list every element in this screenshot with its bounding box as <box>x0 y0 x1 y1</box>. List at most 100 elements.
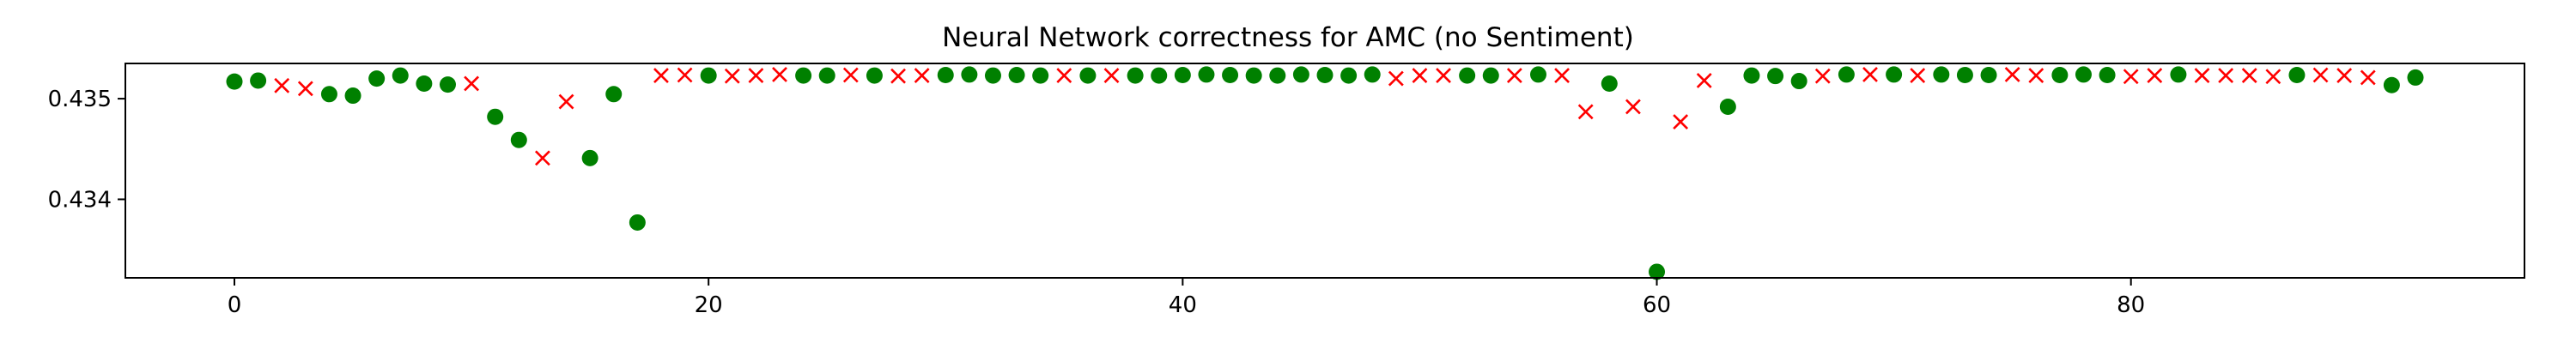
data-point-circle <box>1980 66 1997 83</box>
data-point-x <box>1910 68 1926 84</box>
data-point-circle <box>1364 66 1381 83</box>
axes: 0 20 40 60 80 0.434 0.435 <box>48 87 2146 318</box>
y-tick-label: 0.434 <box>48 187 112 213</box>
data-point-circle <box>1649 263 1666 280</box>
data-point-circle <box>2170 66 2187 83</box>
data-point-circle <box>984 67 1001 84</box>
data-point-circle <box>1933 66 1950 83</box>
data-point-x <box>2241 68 2257 84</box>
data-point-x <box>1412 68 1428 84</box>
data-point-x <box>1103 68 1120 84</box>
data-point-circle <box>392 67 409 84</box>
data-point-x <box>653 68 669 84</box>
data-point-x <box>2218 68 2234 84</box>
x-tick-label: 60 <box>1643 292 1671 318</box>
data-point-circle <box>937 66 954 83</box>
data-point-x <box>1696 73 1712 88</box>
data-point-circle <box>1886 66 1903 83</box>
data-point-x <box>1625 99 1641 115</box>
data-point-circle <box>439 76 456 93</box>
data-point-circle <box>818 67 835 84</box>
data-point-circle <box>487 108 504 125</box>
data-point-circle <box>1008 66 1025 83</box>
data-point-circle <box>2288 66 2306 83</box>
data-point-x <box>2028 68 2044 84</box>
data-point-circle <box>368 70 386 87</box>
data-point-x <box>1862 66 1878 82</box>
data-point-circle <box>795 67 812 84</box>
data-point-circle <box>1529 66 1546 83</box>
data-marks <box>226 66 2424 280</box>
data-point-circle <box>2075 66 2092 83</box>
data-point-circle <box>320 86 337 103</box>
data-point-x <box>1673 114 1689 129</box>
data-point-circle <box>416 75 433 92</box>
data-point-circle <box>1174 66 1191 83</box>
data-point-circle <box>1719 98 1736 115</box>
data-point-circle <box>1079 67 1097 84</box>
data-point-circle <box>1790 73 1807 90</box>
data-point-x <box>1506 68 1522 84</box>
data-point-x <box>1814 68 1831 84</box>
data-point-circle <box>1198 66 1215 83</box>
data-point-circle <box>1292 66 1309 83</box>
data-point-circle <box>1482 67 1499 84</box>
data-point-x <box>2194 68 2210 84</box>
data-point-x <box>2312 67 2329 83</box>
data-point-x <box>464 75 480 92</box>
data-point-circle <box>961 66 978 83</box>
data-point-circle <box>1316 66 1334 83</box>
data-point-x <box>2147 68 2163 84</box>
x-tick-label: 0 <box>228 292 242 318</box>
data-point-circle <box>510 131 527 148</box>
data-point-circle <box>1269 67 1286 84</box>
data-point-x <box>2123 69 2139 85</box>
data-point-x <box>1577 104 1594 120</box>
data-point-x <box>2360 69 2376 86</box>
plot-area-frame <box>125 63 2525 279</box>
data-point-circle <box>1032 67 1049 84</box>
data-point-circle <box>1151 67 1168 84</box>
data-point-circle <box>581 149 598 166</box>
data-point-circle <box>1838 66 1855 83</box>
data-point-circle <box>605 86 623 103</box>
data-point-circle <box>629 214 646 231</box>
data-point-circle <box>250 72 267 89</box>
data-point-x <box>772 66 787 82</box>
data-point-x <box>677 67 693 83</box>
data-point-circle <box>2099 66 2116 83</box>
data-point-circle <box>2051 66 2069 83</box>
data-point-x <box>1436 68 1451 84</box>
data-point-circle <box>226 73 243 90</box>
data-point-circle <box>1601 75 1618 92</box>
data-point-x <box>748 68 764 84</box>
data-point-x <box>297 81 313 97</box>
data-point-circle <box>1245 67 1262 84</box>
data-point-x <box>724 68 740 84</box>
y-tick-label: 0.435 <box>48 87 112 112</box>
data-point-circle <box>700 67 717 84</box>
data-point-x <box>558 93 574 110</box>
data-point-circle <box>2407 69 2424 86</box>
x-tick-label: 20 <box>695 292 723 318</box>
data-point-circle <box>1767 68 1784 85</box>
data-point-circle <box>1222 66 1239 83</box>
data-point-circle <box>1340 67 1358 84</box>
data-point-x <box>534 150 550 166</box>
data-point-x <box>1056 68 1072 84</box>
data-point-x <box>2265 69 2281 85</box>
chart-title: Neural Network correctness for AMC (no S… <box>942 22 1634 53</box>
data-point-x <box>842 67 859 83</box>
data-point-x <box>2004 66 2020 82</box>
data-point-x <box>2336 68 2353 84</box>
data-point-circle <box>1459 67 1476 84</box>
data-point-x <box>1388 70 1404 87</box>
data-point-circle <box>1956 66 1973 83</box>
data-point-x <box>1554 68 1571 84</box>
data-point-circle <box>1127 67 1144 84</box>
x-tick-label: 40 <box>1169 292 1197 318</box>
data-point-circle <box>2383 76 2400 93</box>
data-point-circle <box>344 87 361 105</box>
